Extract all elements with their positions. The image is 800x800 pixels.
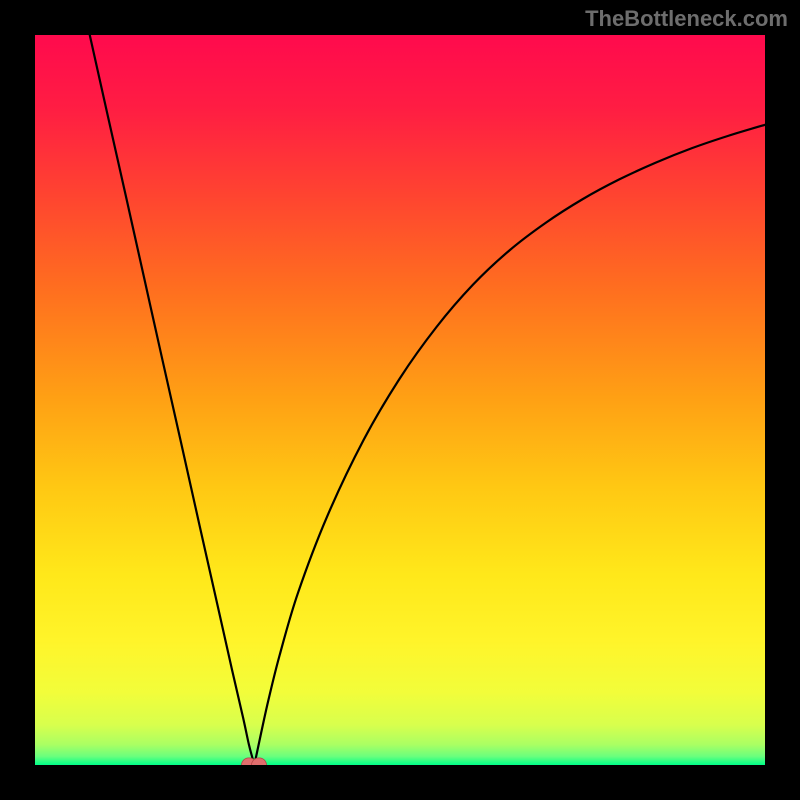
bottleneck-plot [35,35,765,765]
chart-root: TheBottleneck.com [0,0,800,800]
watermark-label: TheBottleneck.com [585,6,788,32]
plot-background [35,35,765,765]
plot-svg [35,35,765,765]
